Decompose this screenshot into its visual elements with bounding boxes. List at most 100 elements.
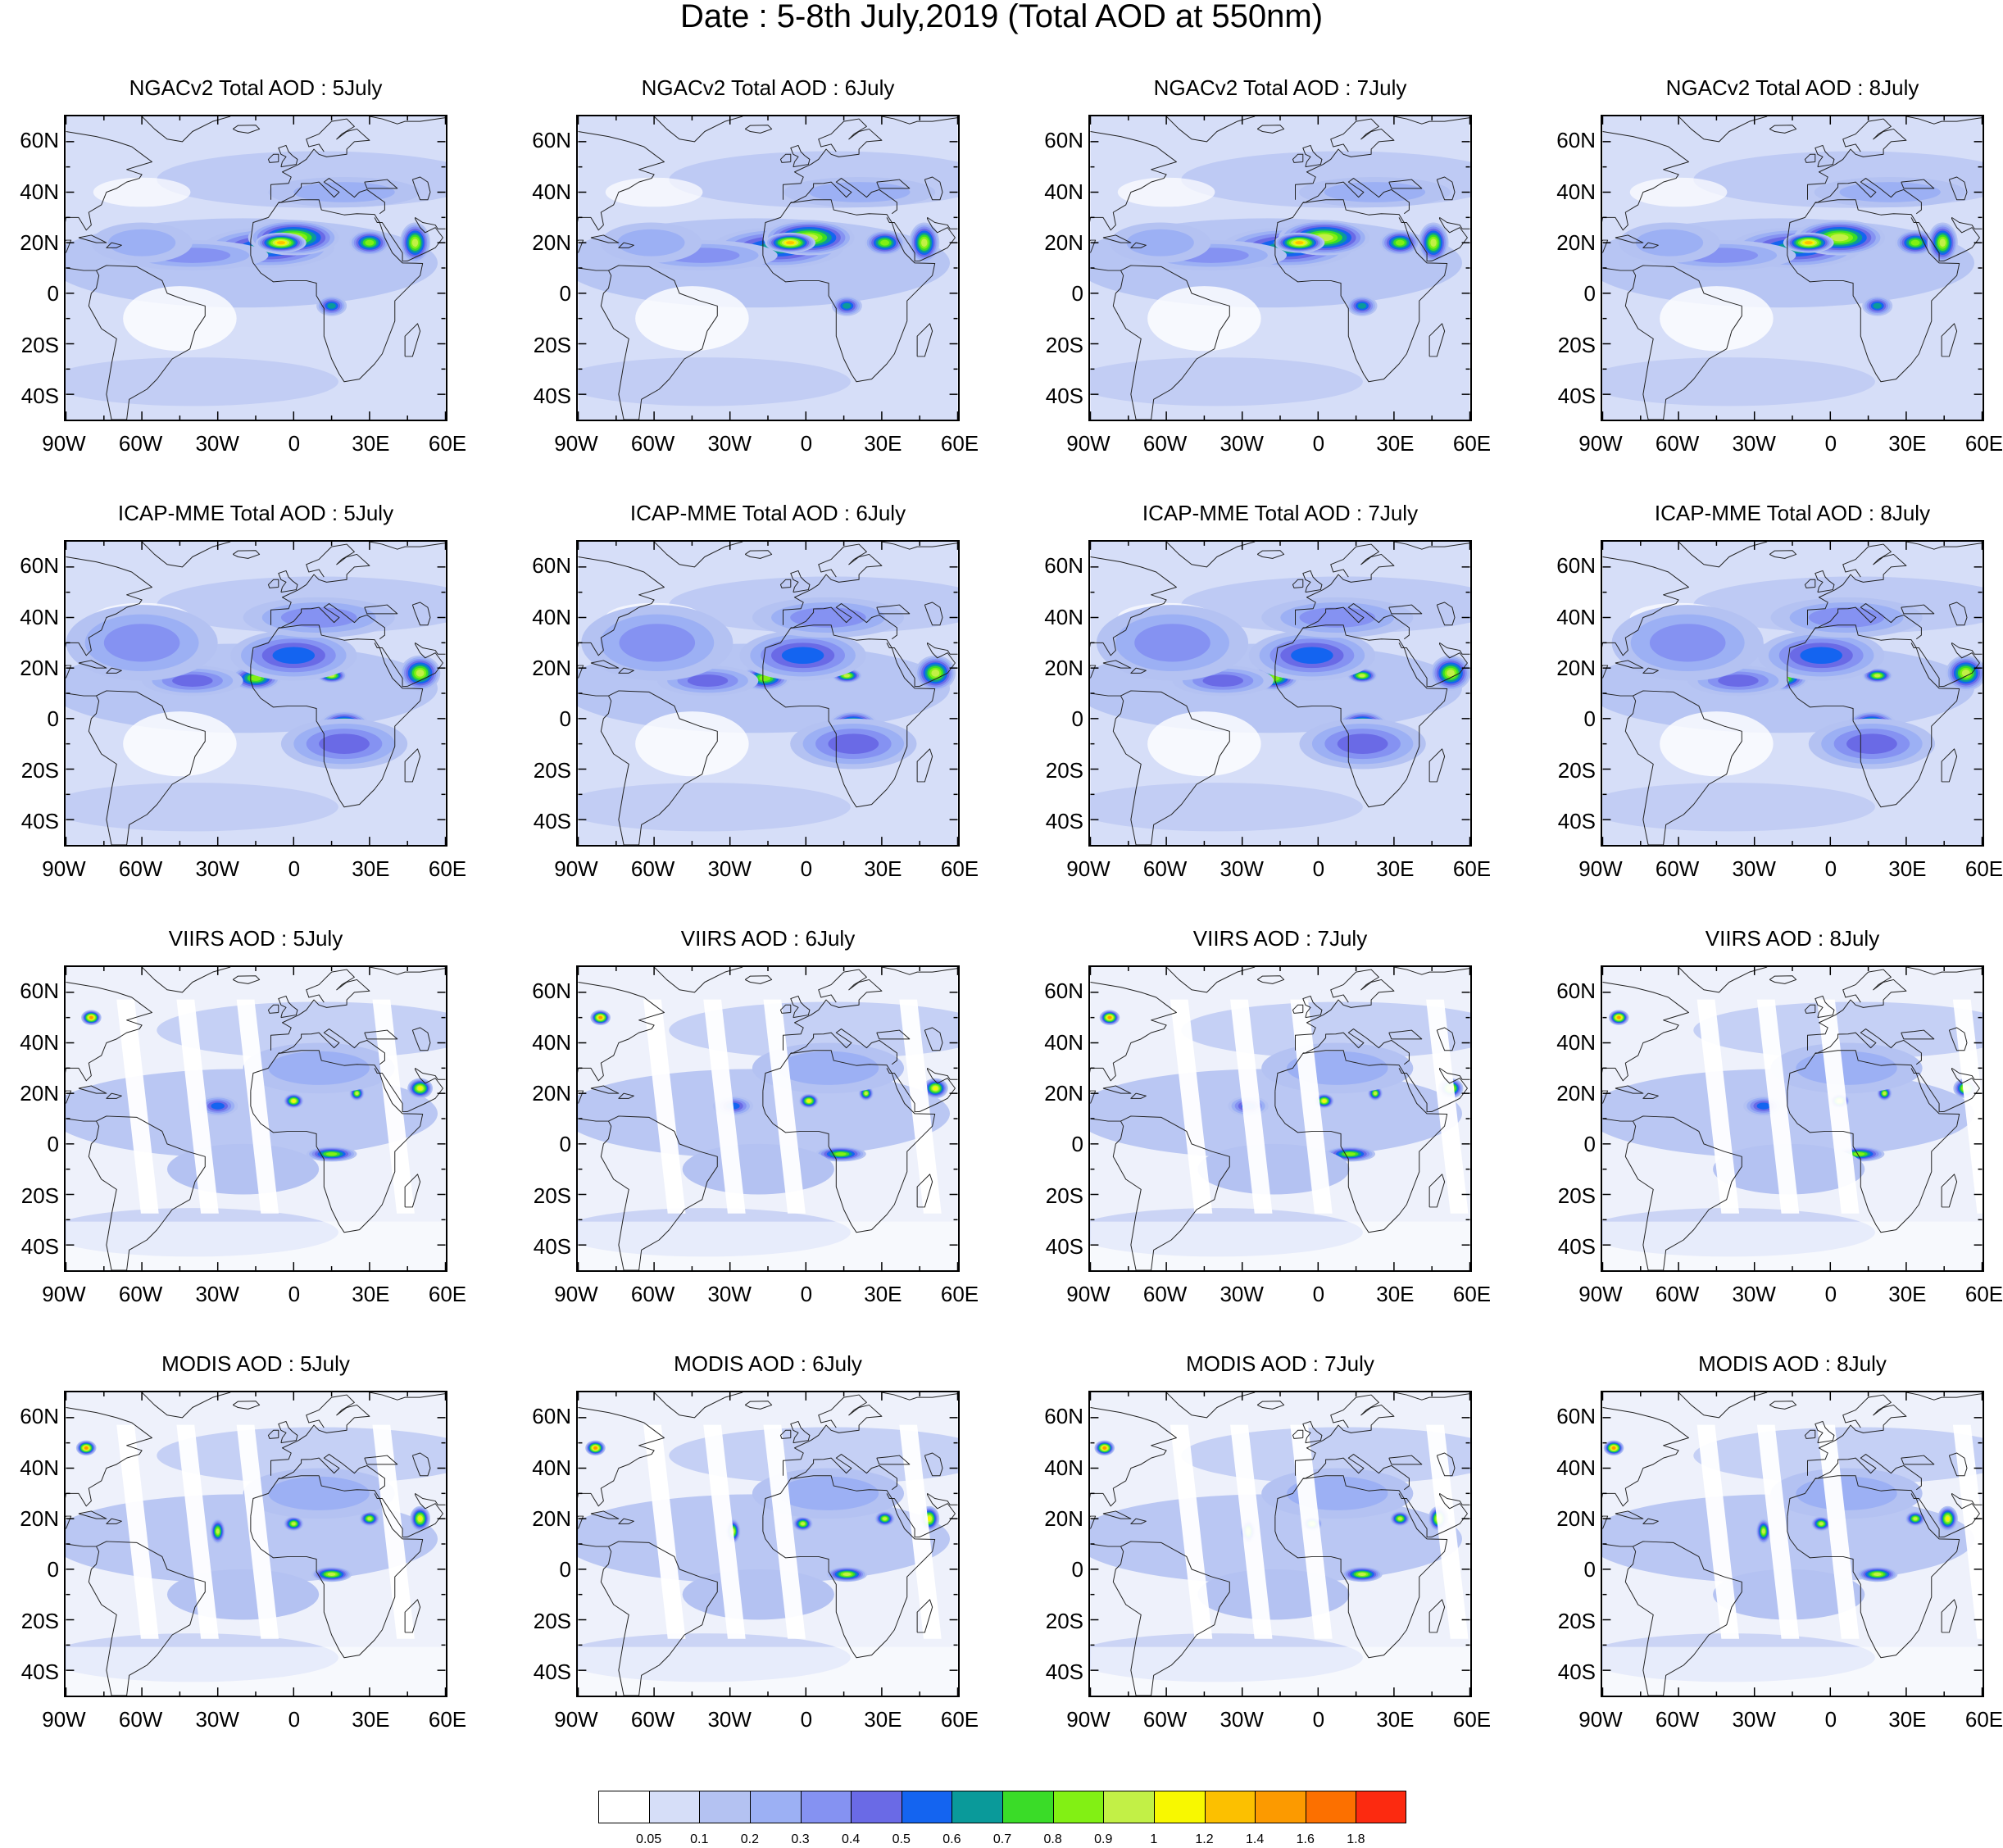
colorbar-swatch [800,1791,852,1823]
y-tick-label: 20N [532,229,571,255]
y-tick-label: 0 [47,1557,59,1582]
y-tick-label: 40S [1045,808,1083,833]
x-tick-label: 30W [1732,431,1776,456]
y-tick-label: 40S [1045,383,1083,408]
y-tick-label: 40S [533,808,571,833]
panel-title: MODIS AOD : 7July [1186,1351,1374,1376]
panel-title: ICAP-MME Total AOD : 5July [117,501,394,525]
colorbar-label: 0.4 [842,1832,861,1846]
y-tick-label: 40N [1556,1029,1596,1055]
aod-map [1601,115,1984,421]
x-tick-label: 30E [1888,431,1927,456]
y-tick-label: 40N [1556,1455,1596,1480]
x-tick-label: 60E [1964,431,2003,456]
colorbar-label: 0.05 [636,1832,662,1846]
colorbar-swatch [851,1791,902,1823]
panel-title: ICAP-MME Total AOD : 6July [629,501,906,525]
panel-title: NGACv2 Total AOD : 5July [129,75,383,100]
panel-title: NGACv2 Total AOD : 7July [1153,75,1407,100]
y-tick-label: 20S [533,1183,571,1208]
aod-map [1088,540,1472,847]
x-tick-label: 90W [1066,1282,1111,1306]
colorbar-swatch [1204,1791,1256,1823]
x-tick-label: 30E [864,431,902,456]
y-tick-label: 0 [1583,1132,1596,1157]
y-tick-label: 20S [1557,1183,1596,1208]
y-tick-label: 40S [1557,808,1596,833]
colorbar-label: 1 [1150,1832,1158,1846]
y-tick-label: 20S [1045,757,1083,783]
y-tick-label: 0 [47,281,59,306]
x-tick-label: 30E [352,431,390,456]
x-tick-label: 60E [1452,1282,1492,1306]
x-tick-label: 90W [42,1282,86,1306]
y-tick-label: 20N [532,655,571,680]
x-tick-label: 60W [1655,1282,1700,1306]
x-tick-label: 90W [554,1707,598,1732]
x-tick-label: 60E [1452,1707,1492,1732]
y-tick-label: 20S [1557,1608,1596,1633]
y-tick-label: 40S [533,1659,571,1684]
x-tick-label: 60E [1452,431,1492,456]
colorbar-label: 1.4 [1246,1832,1265,1846]
colorbar-label: 0.8 [1043,1832,1062,1846]
colorbar-label: 0.6 [942,1832,961,1846]
y-tick-label: 40N [1044,179,1083,204]
x-tick-label: 60W [1142,1707,1188,1732]
x-tick-label: 0 [1824,856,1837,881]
y-tick-label: 0 [1071,281,1083,306]
aod-map [1601,965,1984,1272]
x-tick-label: 90W [1578,856,1623,881]
x-tick-label: 30E [1376,1707,1415,1732]
y-tick-label: 40N [1044,1029,1083,1055]
x-tick-label: 0 [1312,1282,1325,1306]
y-tick-label: 20S [20,1183,59,1208]
x-tick-label: 0 [1312,1707,1325,1732]
x-tick-label: 60E [1964,1282,2003,1306]
colorbar-swatch [648,1791,700,1823]
y-tick-label: 0 [559,1557,571,1582]
x-tick-label: 0 [1312,856,1325,881]
y-tick-label: 0 [1583,281,1596,306]
x-tick-label: 30W [1220,1707,1264,1732]
x-tick-label: 90W [1066,856,1111,881]
y-tick-label: 20S [533,757,571,783]
panel-title: ICAP-MME Total AOD : 8July [1654,501,1931,525]
colorbar-swatch [1002,1791,1053,1823]
panel-title: MODIS AOD : 5July [161,1351,350,1376]
y-tick-label: 60N [20,128,59,153]
panel-title: VIIRS AOD : 8July [1705,926,1880,951]
x-tick-label: 0 [800,856,813,881]
y-tick-label: 60N [1556,1404,1596,1429]
y-tick-label: 60N [20,1404,59,1429]
x-tick-label: 60W [118,856,163,881]
y-tick-label: 20S [533,332,571,357]
x-tick-label: 0 [288,1282,301,1306]
x-tick-label: 60W [1655,431,1700,456]
x-tick-label: 90W [42,856,86,881]
y-tick-label: 60N [1556,553,1596,579]
x-tick-label: 30E [1888,1707,1927,1732]
panel-title: MODIS AOD : 6July [674,1351,862,1376]
colorbar-label: 1.8 [1347,1832,1365,1846]
y-tick-label: 0 [559,1132,571,1157]
panel-title: MODIS AOD : 8July [1698,1351,1887,1376]
x-tick-label: 30E [864,1282,902,1306]
x-tick-label: 60W [1142,1282,1188,1306]
x-tick-label: 60W [118,1707,163,1732]
x-tick-label: 0 [800,1707,813,1732]
y-tick-label: 60N [1044,553,1083,579]
x-tick-label: 30W [707,431,752,456]
x-tick-label: 30W [1732,1707,1776,1732]
aod-map [1088,115,1472,421]
y-tick-label: 60N [1556,128,1596,153]
y-tick-label: 20S [20,757,59,783]
y-tick-label: 20N [532,1080,571,1106]
x-tick-label: 0 [288,431,301,456]
y-tick-label: 0 [1071,1132,1083,1157]
x-tick-label: 30E [352,1282,390,1306]
x-tick-label: 30W [1220,856,1264,881]
colorbar-swatch [699,1791,750,1823]
y-tick-label: 20N [1044,1505,1083,1531]
x-tick-label: 30E [1376,431,1415,456]
